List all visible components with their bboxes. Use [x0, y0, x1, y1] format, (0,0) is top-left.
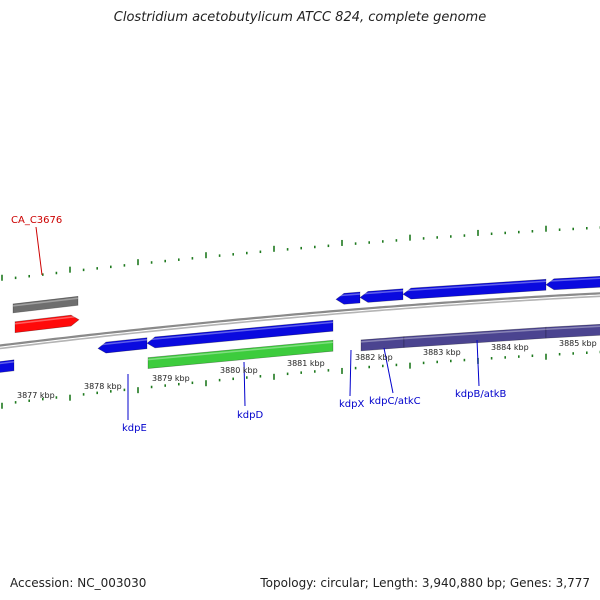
gene-label-kdpx: kdpX	[339, 399, 364, 410]
gene-left-edge	[0, 359, 15, 373]
gene-ca-c3676	[14, 314, 80, 334]
accession-text: Accession: NC_003030	[10, 576, 147, 590]
scale-label-3883: 3883 kbp	[423, 348, 461, 357]
gene-label-kdpe: kdpE	[122, 423, 147, 434]
map-title: Clostridium acetobutylicum ATCC 824, com…	[113, 10, 487, 25]
genome-backbone	[0, 292, 600, 350]
gene-left-edge-highlight	[0, 361, 15, 365]
gene-kdpd-highlight	[146, 321, 334, 341]
gene-kdpx-arrow-highlight	[335, 293, 361, 297]
gene-kdpd-green-highlight	[147, 341, 334, 361]
gene-label-kdpc-atkc: kdpC/atkC	[369, 396, 421, 407]
gene-kdpc-arrow-highlight	[359, 289, 404, 295]
gene-kdpb-purple-highlight	[403, 328, 547, 340]
gene-next-purple-highlight	[545, 325, 600, 330]
scale-label-3885: 3885 kbp	[559, 339, 597, 348]
gene-features	[0, 275, 600, 373]
gene-grey-ca-c3676-outer	[12, 295, 79, 314]
outer-tick-marks	[1, 225, 600, 281]
gene-next-arrow-highlight	[545, 277, 600, 282]
leader-ca-c3676	[35, 226, 43, 276]
scale-label-3878: 3878 kbp	[84, 382, 122, 391]
labels: 3877 kbp 3878 kbp 3879 kbp 3880 kbp 3881…	[11, 215, 597, 434]
gene-kdpe-highlight	[97, 338, 148, 346]
gene-label-kdpb-atkb: kdpB/atkB	[455, 389, 507, 400]
gene-grey-ca-c3676-outer-highlight	[12, 297, 79, 307]
inner-tick-marks	[1, 350, 600, 409]
scale-label-3882: 3882 kbp	[355, 353, 393, 362]
scale-label-3877: 3877 kbp	[17, 391, 55, 400]
gene-label-ca-c3676: CA_C3676	[11, 215, 62, 226]
scale-label-3884: 3884 kbp	[491, 343, 529, 352]
backbone-line-inner	[0, 295, 600, 350]
label-leader-lines	[35, 226, 480, 420]
gene-kdpd-green	[147, 339, 334, 369]
leader-kdpd	[243, 361, 246, 407]
leader-kdpb	[476, 339, 480, 387]
backbone-line-outer	[0, 292, 600, 347]
gene-next-arrow	[545, 275, 600, 291]
leader-kdpx	[349, 349, 352, 397]
scale-label-3879: 3879 kbp	[152, 374, 190, 383]
scale-label-3880: 3880 kbp	[220, 366, 258, 375]
gene-kdpd	[146, 319, 334, 349]
gene-next-purple	[545, 323, 600, 339]
gene-ca-c3676-highlight	[14, 315, 80, 325]
scale-label-3881: 3881 kbp	[287, 359, 325, 368]
genome-summary-text: Topology: circular; Length: 3,940,880 bp…	[260, 576, 590, 590]
leader-kdpc	[383, 347, 394, 394]
gene-kdpb-arrow-highlight	[402, 280, 547, 292]
gene-label-kdpd: kdpD	[237, 410, 263, 421]
gene-kdpc-purple-highlight	[360, 337, 405, 343]
